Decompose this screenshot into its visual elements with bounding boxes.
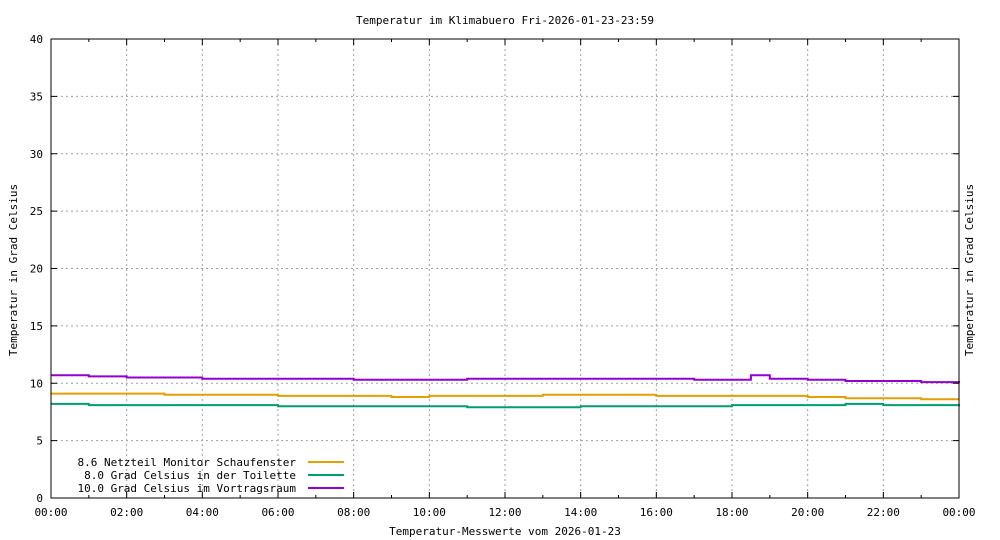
y-tick-label: 20 [30, 263, 43, 276]
x-tick-label: 14:00 [564, 506, 597, 519]
y-axis-label-left: Temperatur in Grad Celsius [7, 184, 20, 356]
x-tick-label: 00:00 [942, 506, 975, 519]
series-line-1 [51, 402, 960, 409]
x-tick-label: 06:00 [261, 506, 294, 519]
series-line-2 [51, 374, 960, 384]
legend: 8.6 Netzteil Monitor Schaufenster 8.0 Gr… [77, 456, 344, 495]
x-tick-label: 16:00 [640, 506, 673, 519]
y-axis-label-right: Temperatur in Grad Celsius [963, 184, 976, 356]
y-tick-label: 5 [36, 435, 43, 448]
x-tick-label: 18:00 [715, 506, 748, 519]
y-tick-label: 15 [30, 320, 43, 333]
tick-labels: 0 5 10 15 20 25 30 35 40 00:00 02:00 04:00 06:00 08:0… [30, 33, 976, 519]
x-tick-label: 00:00 [34, 506, 67, 519]
x-tick-label: 02:00 [110, 506, 143, 519]
y-tick-label: 25 [30, 205, 43, 218]
grid-lines [51, 39, 959, 498]
x-axis-label: Temperatur-Messwerte vom 2026-01-23 [389, 525, 621, 538]
x-tick-label: 08:00 [337, 506, 370, 519]
legend-label: 10.0 Grad Celsius im Vortragsraum [77, 482, 296, 495]
series-line-0 [51, 392, 959, 401]
y-tick-label: 35 [30, 90, 43, 103]
legend-entry: 8.6 Netzteil Monitor Schaufenster [77, 456, 344, 469]
x-tick-label: 22:00 [867, 506, 900, 519]
y-tick-label: 0 [36, 492, 43, 505]
x-tick-label: 10:00 [413, 506, 446, 519]
series-lines [51, 374, 960, 409]
y-tick-label: 10 [30, 377, 43, 390]
x-tick-label: 12:00 [488, 506, 521, 519]
legend-entry: 10.0 Grad Celsius im Vortragsraum [77, 482, 344, 495]
legend-label: 8.0 Grad Celsius in der Toilette [84, 469, 296, 482]
x-tick-label: 04:00 [186, 506, 219, 519]
legend-entry: 8.0 Grad Celsius in der Toilette [84, 469, 344, 482]
axis-ticks [50, 38, 960, 499]
legend-label: 8.6 Netzteil Monitor Schaufenster [77, 456, 296, 469]
y-tick-label: 30 [30, 148, 43, 161]
x-tick-label: 20:00 [791, 506, 824, 519]
y-tick-label: 40 [30, 33, 43, 46]
chart-title: Temperatur im Klimabuero Fri-2026-01-23-… [356, 14, 654, 27]
